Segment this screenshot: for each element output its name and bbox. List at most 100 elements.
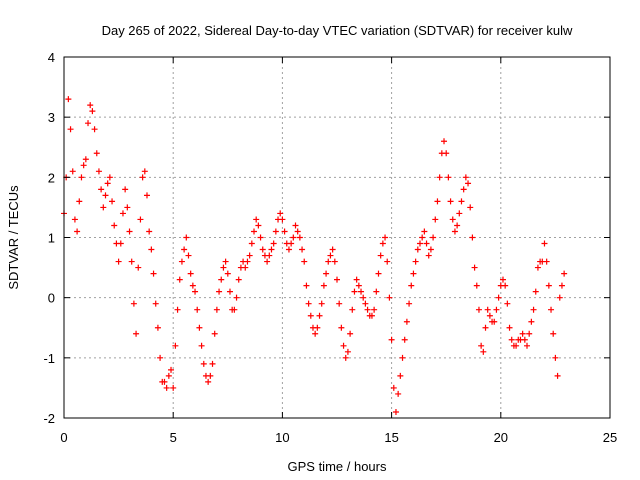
data-point (329, 246, 336, 253)
data-point (312, 330, 319, 337)
data-point (251, 228, 258, 235)
data-point (299, 246, 306, 253)
data-point (434, 198, 441, 205)
data-point (388, 336, 395, 343)
data-point (484, 306, 491, 313)
data-point (137, 216, 144, 223)
data-point (100, 204, 107, 211)
data-point (382, 234, 389, 241)
data-point (133, 330, 140, 337)
data-point (183, 234, 190, 241)
data-point (425, 252, 432, 259)
data-point (443, 150, 450, 157)
data-point (207, 372, 214, 379)
data-point (150, 270, 157, 277)
y-tick-label: 1 (48, 231, 55, 246)
data-point (410, 270, 417, 277)
data-point (458, 198, 465, 205)
data-point (524, 342, 531, 349)
data-point (268, 246, 275, 253)
data-point (235, 276, 242, 283)
data-point (141, 168, 148, 175)
data-point (194, 306, 201, 313)
data-point (200, 360, 207, 367)
data-point (513, 342, 520, 349)
data-point (294, 228, 301, 235)
data-point (334, 276, 340, 283)
data-point (87, 102, 94, 109)
data-point (390, 384, 397, 391)
data-point (242, 264, 249, 271)
data-point (157, 354, 164, 361)
data-point (231, 306, 238, 313)
data-point (561, 270, 568, 277)
data-point (558, 282, 565, 289)
data-point (436, 174, 443, 181)
y-tick-label: -2 (43, 411, 55, 426)
data-point (76, 198, 83, 205)
data-point (109, 198, 116, 205)
data-point (552, 354, 559, 361)
x-tick-label: 0 (60, 430, 67, 445)
data-point (192, 288, 199, 295)
data-point (78, 174, 85, 181)
data-point (545, 282, 552, 289)
data-point (467, 204, 474, 211)
data-point (414, 246, 421, 253)
data-point (122, 186, 129, 193)
data-point (327, 252, 334, 259)
data-point (253, 216, 260, 223)
data-point (475, 306, 482, 313)
data-point (143, 192, 150, 199)
data-point (209, 360, 216, 367)
data-points (61, 96, 568, 415)
data-point (213, 306, 220, 313)
data-point (277, 210, 284, 217)
data-point (266, 252, 273, 259)
data-point (74, 228, 81, 235)
data-point (373, 288, 380, 295)
data-point (165, 372, 172, 379)
data-point (371, 306, 378, 313)
data-point (139, 174, 146, 181)
data-point (340, 342, 347, 349)
data-point (117, 240, 124, 247)
data-point (128, 258, 135, 265)
x-tick-label: 10 (275, 430, 289, 445)
data-point (482, 324, 489, 331)
data-point (499, 276, 506, 283)
data-point (290, 234, 297, 241)
data-point (318, 300, 325, 307)
data-point (211, 330, 218, 337)
data-point (226, 288, 233, 295)
chart-title: Day 265 of 2022, Sidereal Day-to-day VTE… (102, 23, 573, 38)
data-point (379, 240, 386, 247)
data-point (224, 270, 231, 277)
data-point (187, 270, 194, 277)
data-point (375, 270, 382, 277)
data-point (403, 318, 410, 325)
data-point (181, 246, 188, 253)
data-point (314, 324, 321, 331)
data-point (454, 222, 461, 229)
data-point (504, 300, 511, 307)
x-tick-label: 20 (494, 430, 508, 445)
data-point (65, 96, 72, 103)
data-point (491, 318, 498, 325)
data-point (526, 330, 533, 337)
data-point (421, 228, 428, 235)
y-tick-label: 3 (48, 110, 55, 125)
data-point (264, 258, 271, 265)
data-point (349, 306, 356, 313)
data-point (423, 240, 430, 247)
data-point (480, 348, 487, 355)
data-point (172, 342, 179, 349)
data-point (259, 246, 266, 253)
data-point (196, 324, 203, 331)
data-point (185, 252, 192, 259)
data-point (91, 126, 98, 133)
data-point (384, 258, 391, 265)
data-point (163, 384, 170, 391)
data-point (279, 216, 286, 223)
axis-ticks: 0 5 10 15 20 25 -2 -1 0 1 2 3 4 (43, 50, 617, 445)
